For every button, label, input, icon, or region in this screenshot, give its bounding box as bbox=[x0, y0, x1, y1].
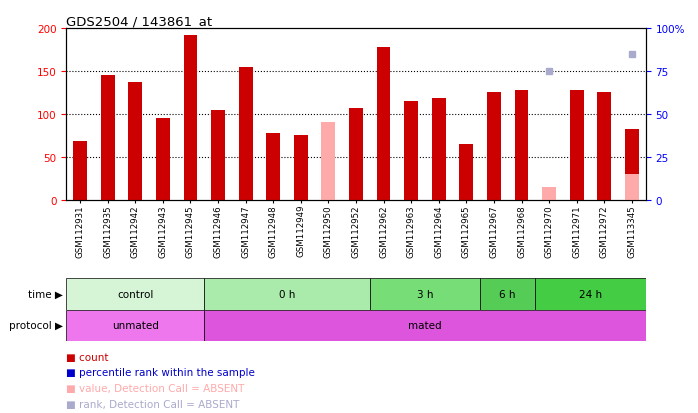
Bar bbox=[349, 109, 363, 200]
Bar bbox=[625, 130, 639, 200]
Text: 24 h: 24 h bbox=[579, 289, 602, 299]
Bar bbox=[404, 102, 418, 200]
Bar bbox=[322, 123, 335, 200]
Bar bbox=[156, 119, 170, 200]
Text: 6 h: 6 h bbox=[500, 289, 516, 299]
Bar bbox=[184, 36, 198, 200]
Bar bbox=[377, 48, 390, 200]
Text: protocol ▶: protocol ▶ bbox=[9, 320, 63, 330]
Text: ■ rank, Detection Call = ABSENT: ■ rank, Detection Call = ABSENT bbox=[66, 399, 239, 409]
Bar bbox=[597, 93, 611, 200]
Text: ■ count: ■ count bbox=[66, 352, 109, 362]
Text: ■ percentile rank within the sample: ■ percentile rank within the sample bbox=[66, 368, 255, 377]
Bar bbox=[625, 175, 639, 200]
Bar bbox=[239, 67, 253, 200]
Text: unmated: unmated bbox=[112, 320, 158, 330]
Bar bbox=[73, 142, 87, 200]
Bar bbox=[101, 76, 114, 200]
Bar bbox=[66, 279, 205, 310]
Text: mated: mated bbox=[408, 320, 442, 330]
Bar bbox=[514, 90, 528, 200]
Bar bbox=[205, 310, 646, 341]
Text: control: control bbox=[117, 289, 154, 299]
Bar bbox=[487, 93, 500, 200]
Bar bbox=[432, 99, 445, 200]
Bar bbox=[480, 279, 535, 310]
Bar bbox=[459, 145, 473, 200]
Bar bbox=[211, 110, 225, 200]
Bar bbox=[542, 188, 556, 200]
Bar bbox=[205, 279, 370, 310]
Bar bbox=[128, 83, 142, 200]
Bar bbox=[66, 310, 205, 341]
Bar bbox=[370, 279, 480, 310]
Bar bbox=[570, 90, 584, 200]
Text: ■ value, Detection Call = ABSENT: ■ value, Detection Call = ABSENT bbox=[66, 383, 245, 393]
Bar bbox=[294, 136, 308, 200]
Bar bbox=[267, 133, 280, 200]
Bar bbox=[535, 279, 646, 310]
Text: 0 h: 0 h bbox=[279, 289, 295, 299]
Text: 3 h: 3 h bbox=[417, 289, 433, 299]
Text: time ▶: time ▶ bbox=[28, 289, 63, 299]
Text: GDS2504 / 143861_at: GDS2504 / 143861_at bbox=[66, 15, 212, 28]
